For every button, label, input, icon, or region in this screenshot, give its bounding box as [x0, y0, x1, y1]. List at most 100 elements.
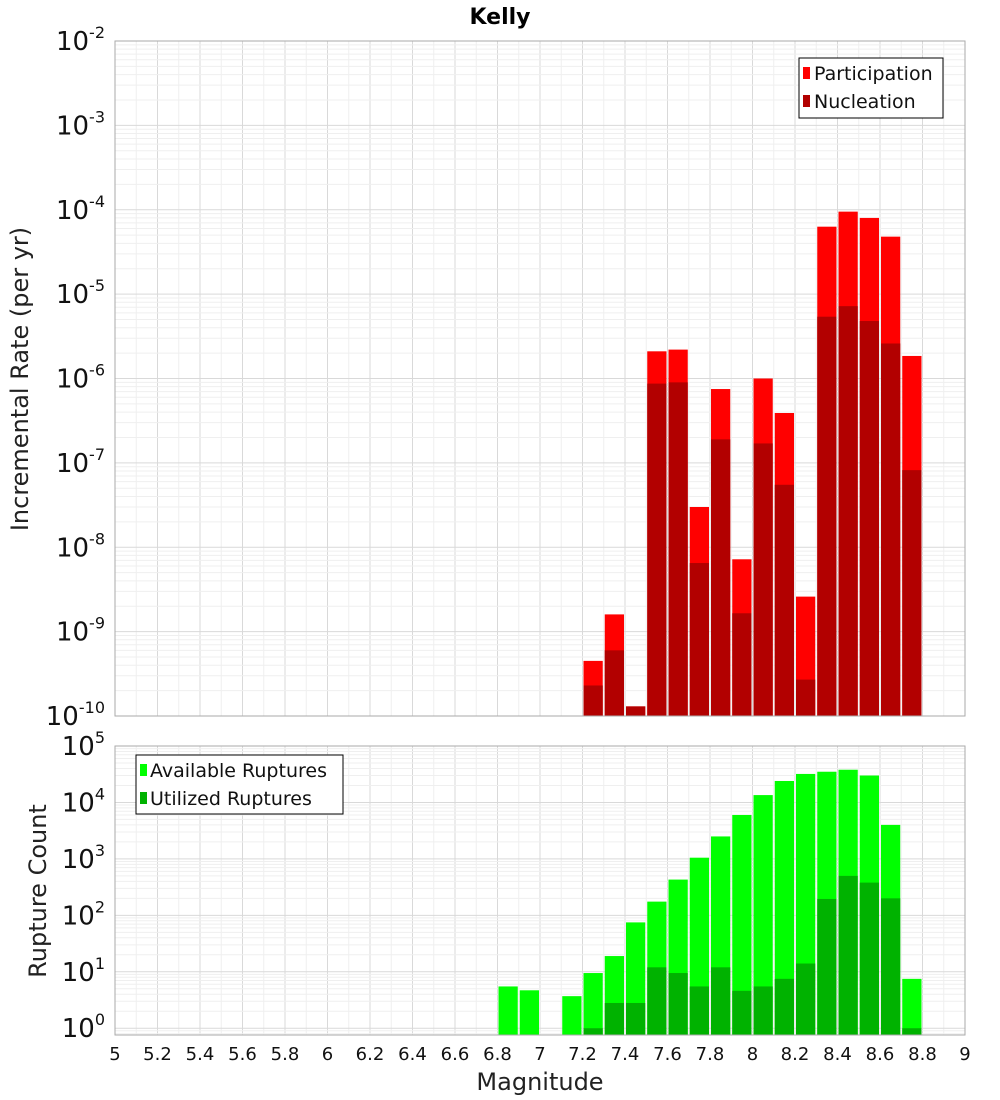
x-axis-label: Magnitude	[476, 1068, 603, 1096]
y-tick-label: 105	[62, 728, 105, 762]
y-tick-label: 10-6	[56, 361, 105, 395]
utilized-ruptures-bar	[774, 978, 794, 1035]
participation-legend-label: Participation	[814, 63, 933, 85]
utilized-ruptures-bar	[668, 973, 688, 1035]
nucleation-bar	[774, 484, 794, 716]
available-ruptures-bar	[774, 780, 794, 1035]
utilized-ruptures-bar	[711, 967, 731, 1035]
x-tick-label: 7.8	[696, 1044, 725, 1065]
x-tick-label: 6.8	[483, 1044, 512, 1065]
x-tick-label: 6.4	[398, 1044, 427, 1065]
utilized-ruptures-bar	[732, 990, 752, 1035]
x-tick-label: 7	[534, 1044, 545, 1065]
nucleation-bar	[626, 706, 646, 716]
utilized-ruptures-bar	[881, 898, 901, 1035]
x-tick-label: 8.4	[823, 1044, 852, 1065]
y-tick-label: 10-2	[56, 23, 105, 57]
nucleation-bar	[583, 685, 603, 716]
participation-legend-swatch	[803, 67, 810, 79]
y-tick-label: 10-7	[56, 445, 105, 479]
nucleation-bar	[689, 563, 709, 716]
nucleation-legend-label: Nucleation	[814, 91, 916, 113]
utilized-ruptures-bars	[583, 875, 922, 1035]
utilized-ruptures-bar	[604, 1002, 624, 1035]
y-tick-label: 101	[62, 954, 105, 988]
x-tick-label: 9	[959, 1044, 970, 1065]
utilized-ruptures-bar	[796, 963, 816, 1035]
x-tick-label: 5.2	[143, 1044, 172, 1065]
top-y-tick-labels: 10-2 10-3 10-4 10-5 10-6 10-7 10-8 10-9 10-10	[46, 23, 105, 732]
nucleation-bar	[711, 439, 731, 716]
y-tick-label: 10-3	[56, 107, 105, 141]
nucleation-bar	[647, 383, 667, 716]
x-tick-label: 7.4	[611, 1044, 640, 1065]
x-tick-label: 8	[747, 1044, 758, 1065]
chart-title: Kelly	[469, 5, 530, 30]
available-ruptures-bar	[753, 795, 773, 1035]
x-tick-labels: 5 5.2 5.4 5.6 5.8 6 6.2 6.4 6.6 6.8 7 7.2 7.4 7.6 7.8 8…	[109, 1044, 970, 1065]
utilized-ruptures-bar	[753, 986, 773, 1035]
x-tick-label: 6.6	[441, 1044, 470, 1065]
nucleation-bar	[732, 613, 752, 716]
utilized-ruptures-bar	[647, 967, 667, 1035]
utilized-ruptures-bar	[689, 986, 709, 1035]
top-panel: 10-2 10-3 10-4 10-5 10-6 10-7 10-8 10-9 10-10 In…	[6, 23, 966, 732]
x-tick-label: 5.4	[186, 1044, 215, 1065]
utilized-ruptures-bar	[583, 1028, 603, 1035]
top-plot-area	[114, 40, 966, 717]
top-legend-box	[798, 57, 944, 119]
nucleation-bar	[881, 343, 901, 716]
utilized-ruptures-bar	[859, 882, 879, 1035]
utilized-ruptures-bar	[838, 875, 858, 1035]
nucleation-bar	[668, 382, 688, 716]
bottom-plot-area	[114, 745, 966, 1036]
y-tick-label: 10-5	[56, 276, 105, 310]
available-ruptures-bar	[562, 996, 582, 1035]
x-tick-label: 8.2	[781, 1044, 810, 1065]
top-y-axis-label: Incremental Rate (per yr)	[6, 227, 34, 531]
nucleation-bar	[817, 316, 837, 716]
nucleation-bar	[796, 679, 816, 716]
x-tick-label: 5	[109, 1044, 120, 1065]
y-tick-label: 10-9	[56, 614, 105, 648]
x-tick-label: 6.2	[356, 1044, 385, 1065]
x-tick-label: 8.6	[866, 1044, 895, 1065]
bottom-y-tick-labels: 105 104 103 102 101 100	[62, 728, 105, 1044]
nucleation-bar	[838, 306, 858, 716]
nucleation-legend-swatch	[803, 95, 810, 107]
available-legend-label: Available Ruptures	[150, 760, 327, 782]
y-tick-label: 10-10	[46, 698, 105, 732]
x-tick-label: 7.6	[653, 1044, 682, 1065]
available-ruptures-bar	[519, 990, 539, 1035]
utilized-ruptures-bar	[626, 1002, 646, 1035]
bottom-y-axis-label: Rupture Count	[24, 804, 52, 978]
available-legend-swatch	[140, 764, 147, 776]
y-tick-label: 100	[62, 1010, 105, 1044]
top-legend: Participation Nucleation	[798, 57, 944, 119]
nucleation-bars	[583, 306, 922, 716]
x-tick-label: 6	[322, 1044, 333, 1065]
utilized-legend-swatch	[140, 792, 147, 804]
bottom-panel: 105 104 103 102 101 100 5 5.2 5.4 5.6 5.8 6 6.2 6.4 6…	[24, 728, 971, 1096]
utilized-ruptures-bar	[817, 898, 837, 1035]
x-tick-label: 5.8	[271, 1044, 300, 1065]
bottom-legend-box	[135, 754, 344, 815]
y-tick-label: 102	[62, 897, 105, 931]
available-ruptures-bar	[902, 978, 922, 1035]
x-tick-label: 5.6	[228, 1044, 257, 1065]
available-ruptures-bar	[732, 814, 752, 1035]
x-tick-label: 8.8	[908, 1044, 937, 1065]
nucleation-bar	[902, 470, 922, 716]
nucleation-bar	[753, 443, 773, 716]
available-ruptures-bar	[583, 973, 603, 1035]
nucleation-bar	[859, 321, 879, 716]
y-tick-label: 10-4	[56, 192, 105, 226]
x-tick-label: 7.2	[568, 1044, 597, 1065]
available-ruptures-bar	[498, 986, 518, 1035]
utilized-ruptures-bar	[902, 1028, 922, 1035]
y-tick-label: 10-8	[56, 529, 105, 563]
utilized-legend-label: Utilized Ruptures	[150, 788, 312, 810]
top-grid	[114, 40, 966, 717]
y-tick-label: 104	[62, 784, 105, 818]
